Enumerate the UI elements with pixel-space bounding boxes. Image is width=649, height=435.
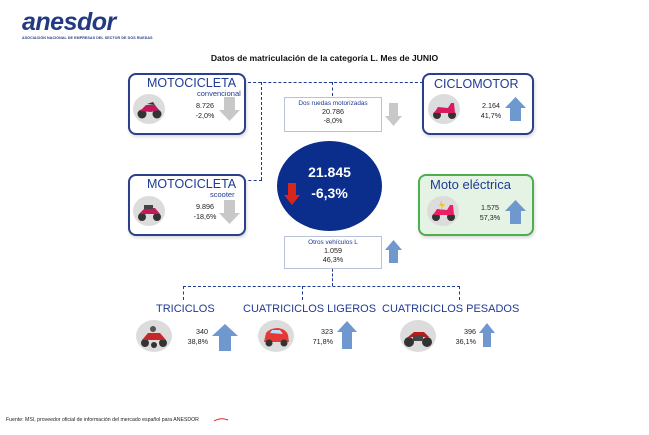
otros-value: 1.059 [324,246,342,255]
otros-box: Otros vehículos L 1.059 46,3% [284,236,382,269]
cuatri-ligeros-title: CUATRICICLOS LIGEROS [243,303,377,315]
page-title: Datos de matriculación de la categoría L… [210,53,439,63]
down-arrow-icon [219,200,240,224]
moto-electrica-title: Moto eléctrica [430,177,511,192]
triciclos-value: 340 [196,327,208,336]
dos-ruedas-change: -8,0% [323,116,343,125]
source-footer: Fuente: MSI, proveedor oficial de inform… [6,417,199,423]
up-arrow-icon [212,324,238,351]
moto-scooter-title: MOTOCICLETA [147,177,237,191]
moped-icon [428,94,460,124]
moto-scooter-value: 9.896 [196,202,214,211]
connector-dos-ruedas [332,82,333,96]
quad-icon [400,320,436,352]
moto-electrica-change: 57,3% [479,213,501,222]
up-arrow-icon [385,240,402,263]
motorcycle-icon [133,94,165,124]
connector-triciclos [183,286,184,300]
moto-scooter-subtitle: scooter [210,190,235,199]
microcar-icon [258,320,294,352]
moto-electrica-value: 1.575 [481,203,499,212]
moto-convencional-subtitle: convencional [197,89,241,98]
ciclomotor-title: CICLOMOTOR [434,77,519,91]
otros-label: Otros vehículos L [308,239,358,246]
ciclomotor-value: 2.164 [482,101,500,110]
dos-ruedas-label: Dos ruedas motorizadas [298,100,368,107]
electric-moped-icon [427,196,459,226]
up-arrow-icon [505,97,526,121]
down-arrow-icon [385,103,402,126]
connector-top [243,82,423,83]
connector-bottom [183,286,460,287]
up-arrow-icon [505,200,526,224]
cuatri-ligeros-change: 71,8% [312,337,333,346]
triciclos-title: TRICICLOS [156,303,215,315]
ciclomotor-change: 41,7% [480,111,502,120]
connector-scooter [243,180,262,181]
tricycle-icon [136,320,172,352]
moto-convencional-change: -2,0% [195,111,215,120]
down-arrow-icon [219,97,240,121]
connector-cuatri-ligeros [302,286,303,300]
total-change: -6,3% [311,185,348,201]
moto-scooter-change: -18,6% [193,212,217,221]
cuatri-ligeros-value: 323 [321,327,333,336]
cuatri-pesados-title: CUATRICICLOS PESADOS [382,303,520,315]
anesdor-mini-logo-icon [213,418,229,422]
total-value: 21.845 [308,164,351,180]
up-arrow-icon [479,323,495,347]
anesdor-logo: anesdor [22,8,116,36]
dos-ruedas-value: 20.786 [322,107,344,116]
connector-left-vertical [261,82,262,180]
cuatri-pesados-change: 36,1% [455,337,476,346]
red-down-arrow-icon [284,183,300,205]
moto-convencional-value: 8.726 [196,101,214,110]
anesdor-tagline: ASOCIACIÓN NACIONAL DE EMPRESAS DEL SECT… [22,36,153,40]
triciclos-change: 38,8% [187,337,208,346]
moto-convencional-title: MOTOCICLETA [147,76,237,90]
dos-ruedas-box: Dos ruedas motorizadas 20.786 -8,0% [284,97,382,132]
up-arrow-icon [337,321,357,349]
cuatri-pesados-value: 396 [464,327,476,336]
otros-change: 46,3% [322,255,344,264]
scooter-icon [133,196,165,226]
connector-cuatri-pesados [459,286,460,300]
connector-bottom-vertical [332,264,333,286]
